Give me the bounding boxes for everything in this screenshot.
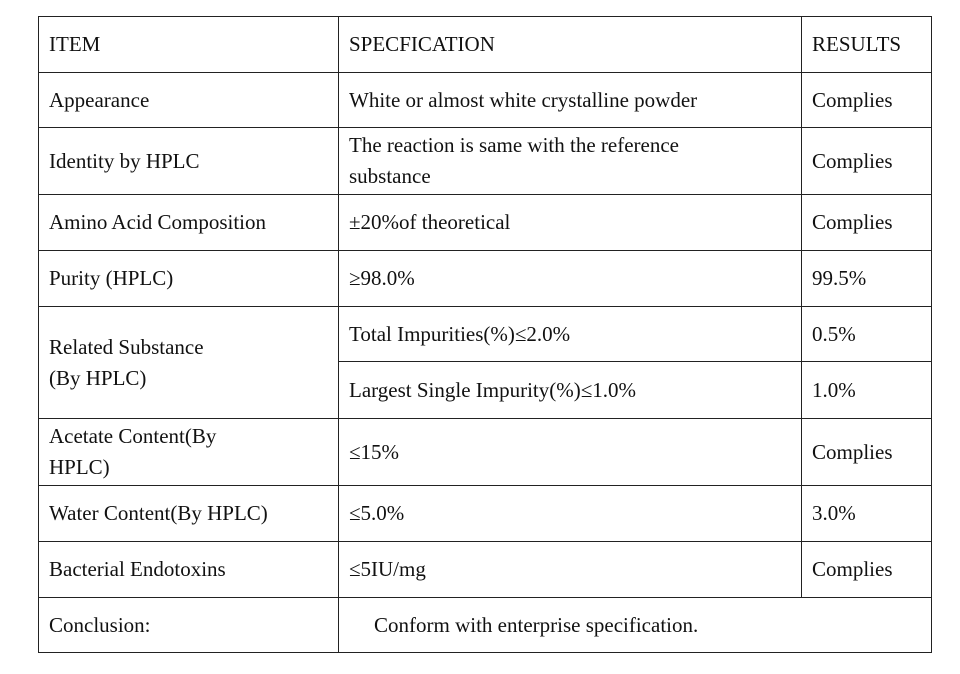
table-body: ITEM SPECFICATION RESULTS Appearance White o…: [38, 16, 932, 653]
table-cell: Appearance: [38, 72, 339, 128]
cell-text: ≤5.0%: [349, 501, 405, 525]
table-row: Bacterial Endotoxins ≤5IU/mg Complies: [38, 541, 932, 598]
cell-text: 1.0%: [812, 377, 856, 402]
cell-text: ≤5IU/mg: [349, 557, 426, 581]
cell-text: SPECFICATION: [349, 32, 495, 56]
table-row: Appearance White or almost white crystall…: [38, 72, 932, 128]
cell-text: Complies: [812, 87, 893, 112]
cell-text: Identity by HPLC: [49, 148, 200, 173]
table-cell: Total Impurities(%)≤2.0%: [338, 306, 802, 362]
cell-text: 3.0%: [812, 501, 856, 525]
cell-text: 0.5%: [812, 321, 856, 346]
cell-text: RESULTS: [812, 32, 902, 56]
table-cell: ≤5IU/mg: [338, 541, 802, 598]
table-cell: Complies: [801, 194, 932, 251]
table-cell: ≤15%: [338, 418, 802, 486]
table-cell: 3.0%: [801, 485, 932, 542]
table-cell: Complies: [801, 72, 932, 128]
table-cell: ±20%of theoretical: [338, 194, 802, 251]
cell-text: Water Content(By HPLC): [49, 501, 268, 525]
header-cell: RESULTS: [801, 16, 932, 73]
cell-text: Complies: [812, 439, 893, 464]
table-row: Related Substance (By HPLC) Total Impuriti…: [38, 306, 932, 419]
table-cell: 1.0%: [801, 361, 932, 419]
table-cell: Water Content(By HPLC): [38, 485, 339, 542]
table-cell: Amino Acid Composition: [38, 194, 339, 251]
cell-text: Conform with enterprise specification.: [374, 612, 699, 637]
table-row: Largest Single Impurity(%)≤1.0% 1.0%: [39, 361, 932, 419]
cell-text: Bacterial Endotoxins: [49, 557, 226, 581]
cell-text: Acetate Content(By: [49, 424, 217, 448]
cell-text: Largest Single Impurity(%)≤1.0%: [349, 377, 636, 402]
header-cell: ITEM: [38, 16, 339, 73]
spec-table: ITEM SPECFICATION RESULTS Appearance White o…: [38, 16, 932, 653]
table-cell: Bacterial Endotoxins: [38, 541, 339, 598]
table-cell: Complies: [801, 541, 932, 598]
cell-text: Conclusion:: [49, 612, 151, 637]
cell-text: Complies: [812, 210, 893, 234]
cell-text: HPLC): [49, 455, 110, 479]
table-cell: ≥98.0%: [338, 250, 802, 307]
cell-text: substance: [349, 164, 431, 188]
table-cell: 0.5%: [801, 306, 932, 362]
table-cell: ≤5.0%: [338, 485, 802, 542]
cell-text: Complies: [812, 148, 893, 173]
table-cell: Conclusion:: [38, 597, 339, 653]
table-cell: Largest Single Impurity(%)≤1.0%: [338, 361, 802, 419]
table-cell: Related Substance (By HPLC): [38, 306, 339, 419]
table-row: Water Content(By HPLC) ≤5.0% 3.0%: [38, 485, 932, 542]
cell-text: Amino Acid Composition: [49, 210, 267, 234]
table-row: Amino Acid Composition ±20%of theoretical…: [38, 194, 932, 251]
table-cell: Identity by HPLC: [38, 127, 339, 195]
cell-text: Complies: [812, 557, 893, 581]
cell-text: ITEM: [49, 32, 101, 56]
table-cell: Acetate Content(By HPLC): [38, 418, 339, 486]
cell-text: Purity (HPLC): [49, 266, 174, 290]
table-cell: Complies: [801, 418, 932, 486]
cell-text: ≥98.0%: [349, 266, 415, 290]
table-cell: Conform with enterprise specification.: [338, 597, 932, 653]
cell-text: (By HPLC): [49, 365, 147, 390]
header-cell: SPECFICATION: [338, 16, 802, 73]
table-row: Acetate Content(By HPLC) ≤15% Complies: [38, 418, 932, 486]
cell-text: 99.5%: [812, 266, 867, 290]
cell-text: Appearance: [49, 87, 150, 112]
cell-text: ≤15%: [349, 439, 400, 464]
table-row: Conclusion: Conform with enterprise speci…: [38, 597, 932, 653]
table-cell: White or almost white crystalline powder: [338, 72, 802, 128]
table-row: ITEM SPECFICATION RESULTS: [38, 16, 932, 73]
cell-text: Related Substance: [49, 334, 204, 359]
cell-text: ±20%of theoretical: [349, 210, 511, 234]
cell-text: Total Impurities(%)≤2.0%: [349, 321, 571, 346]
table-row: Identity by HPLC The reaction is same wit…: [38, 127, 932, 195]
table-row: Purity (HPLC) ≥98.0% 99.5%: [38, 250, 932, 307]
table-cell: 99.5%: [801, 250, 932, 307]
table-cell: The reaction is same with the reference s…: [338, 127, 802, 195]
table-cell: Complies: [801, 127, 932, 195]
cell-text: The reaction is same with the reference: [349, 133, 680, 157]
table-cell: Purity (HPLC): [38, 250, 339, 307]
cell-text: White or almost white crystalline powder: [349, 87, 698, 112]
